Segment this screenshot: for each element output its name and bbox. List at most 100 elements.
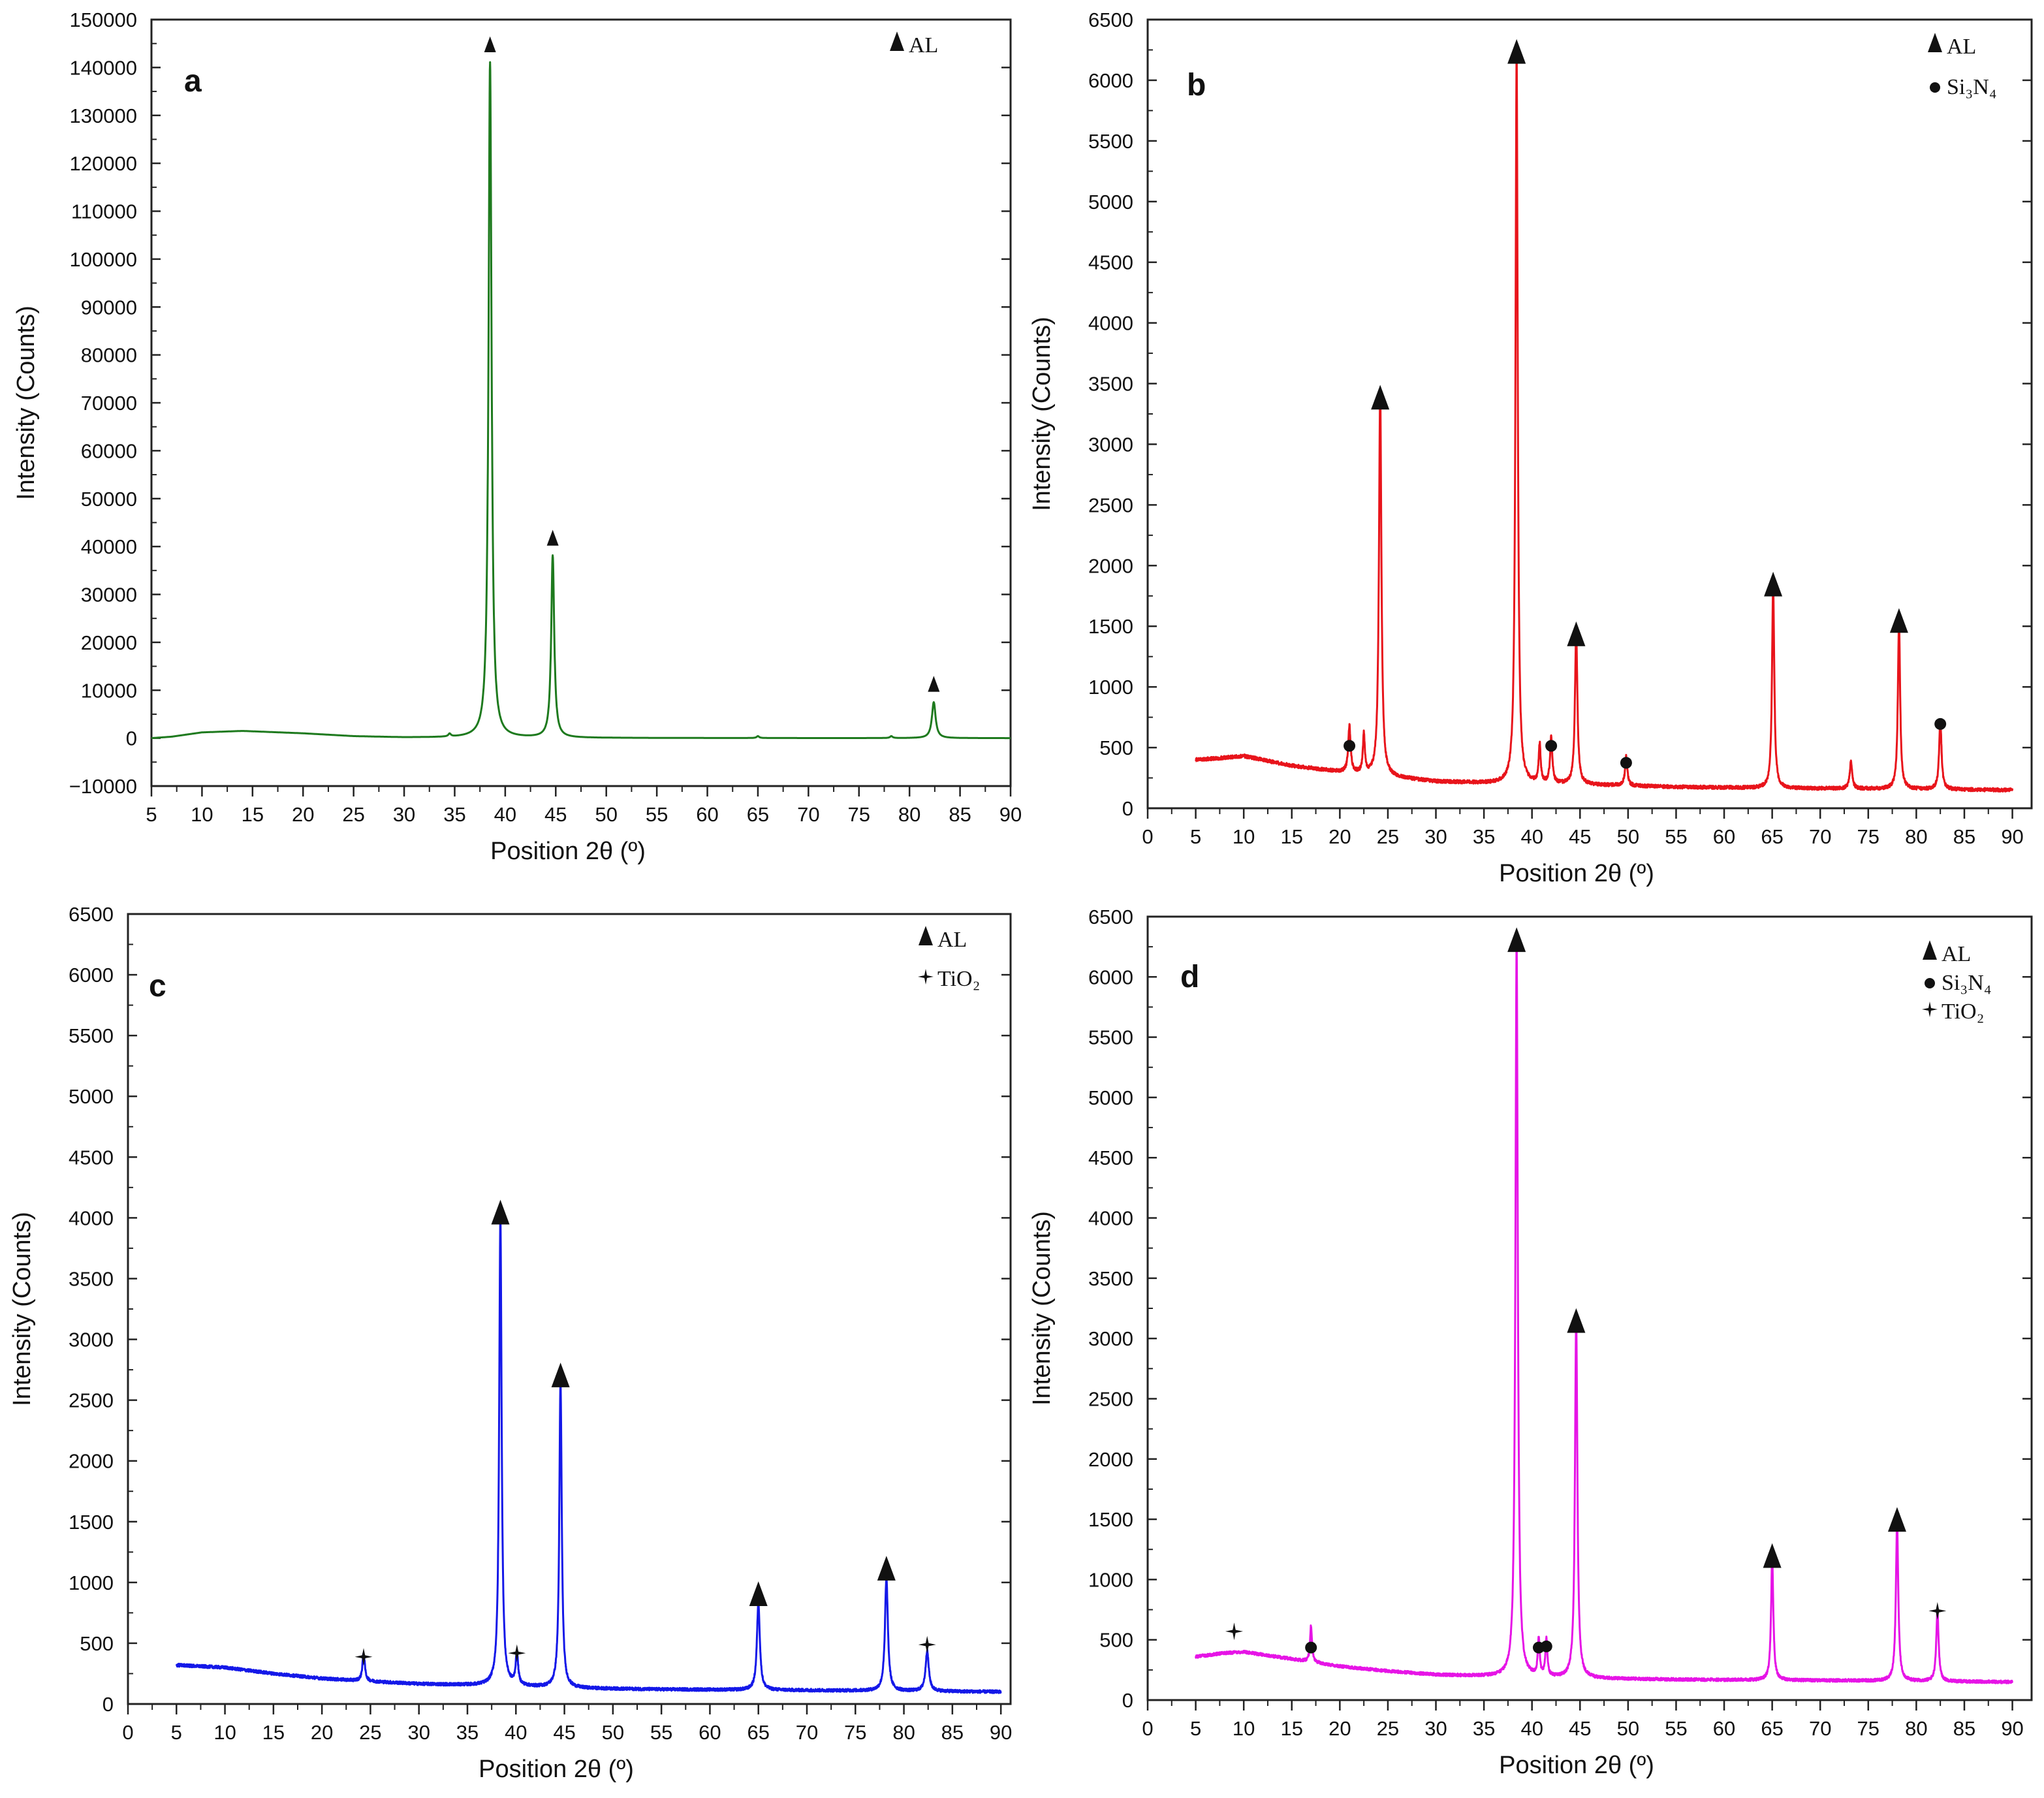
y-tick-label: 2500 [69,1389,114,1412]
x-tick-label: 65 [1761,1717,1783,1740]
x-tick-label: 15 [1281,1717,1303,1740]
x-tick-label: 25 [1377,1717,1399,1740]
legend-label: AL [1942,942,1971,966]
x-tick-label: 60 [1713,1717,1735,1740]
legend-triangle-marker [919,926,933,945]
y-tick-label: 4500 [1088,1146,1133,1169]
triangle-peak-marker [551,1363,570,1387]
x-tick-label: 75 [1857,825,1879,848]
x-tick-label: 55 [1665,825,1687,848]
legend-circle-marker [1930,82,1940,93]
y-axis-title: Intensity (Counts) [1028,1211,1056,1406]
x-tick-label: 65 [1761,825,1783,848]
y-tick-label: 110000 [71,200,137,223]
x-tick-label: 20 [292,803,314,826]
x-tick-label: 35 [456,1721,479,1744]
x-tick-label: 5 [146,803,157,826]
legend-star-marker [918,969,934,985]
x-tick-label: 45 [553,1721,575,1744]
circle-peak-marker [1305,1641,1317,1654]
panel-letter: d [1180,960,1199,994]
y-tick-label: 5500 [1088,1026,1133,1049]
series-line [1195,48,2014,793]
legend-label: AL [909,33,938,57]
x-tick-label: 80 [1905,825,1927,848]
y-tick-label: 5500 [1088,130,1133,153]
y-tick-label: 6000 [69,964,114,986]
x-tick-label: 20 [311,1721,333,1744]
x-tick-label: 80 [892,1721,915,1744]
triangle-peak-marker [1507,39,1526,64]
x-tick-label: 10 [191,803,213,826]
x-tick-label: 30 [393,803,415,826]
x-tick-label: 75 [844,1721,866,1744]
panel-letter: c [149,969,166,1003]
triangle-peak-marker [1887,1507,1906,1532]
x-tick-label: 90 [990,1721,1012,1744]
y-tick-label: 2500 [1088,1387,1133,1410]
y-tick-label: 6500 [1088,906,1133,928]
x-tick-label: 35 [1473,825,1495,848]
legend-label: Si₃N₄ [1942,971,1992,995]
y-tick-label: 0 [102,1693,114,1716]
x-tick-label: 20 [1329,825,1351,848]
triangle-peak-marker [928,676,940,692]
y-tick-label: 4000 [1088,312,1133,335]
x-tick-label: 40 [494,803,516,826]
x-tick-label: 90 [2001,825,2023,848]
x-tick-label: 85 [941,1721,964,1744]
x-tick-label: 60 [699,1721,721,1744]
y-tick-label: 3000 [1088,1327,1133,1350]
panel-letter: b [1187,68,1206,103]
x-tick-label: 30 [407,1721,430,1744]
x-tick-label: 55 [646,803,668,826]
y-tick-label: 3500 [1088,1267,1133,1290]
y-tick-label: 1000 [1088,1568,1133,1591]
y-tick-label: 500 [80,1632,114,1655]
x-tick-label: 55 [650,1721,672,1744]
panel-letter: a [184,64,202,99]
y-tick-label: 40000 [81,535,137,558]
x-axis-title: Position 2θ (º) [490,838,646,865]
y-tick-label: 4500 [69,1146,114,1169]
y-tick-label: 60000 [81,439,137,462]
triangle-peak-marker [1567,1308,1586,1333]
triangle-peak-marker [877,1556,896,1581]
x-tick-label: 0 [1142,825,1153,848]
y-tick-label: 5000 [1088,1086,1133,1109]
x-tick-label: 80 [898,803,920,826]
y-tick-label: 3500 [1088,373,1133,396]
x-tick-label: 70 [1809,1717,1831,1740]
star-peak-marker [354,1648,373,1666]
x-tick-label: 90 [999,803,1022,826]
x-tick-label: 10 [1233,1717,1255,1740]
legend-triangle-marker [1923,940,1937,960]
x-tick-label: 40 [1520,1717,1543,1740]
x-axis-title: Position 2θ (º) [479,1756,634,1783]
x-tick-label: 85 [949,803,971,826]
y-tick-label: 90000 [81,296,137,319]
x-tick-label: 65 [747,1721,769,1744]
x-tick-label: 5 [1190,825,1201,848]
y-axis-title: Intensity (Counts) [8,1212,36,1406]
x-tick-label: 20 [1329,1717,1351,1740]
y-tick-label: 1000 [69,1571,114,1594]
x-tick-label: 60 [1713,825,1735,848]
series-line [1195,938,2013,1684]
y-tick-label: 80000 [81,344,137,367]
y-tick-label: 5000 [1088,191,1133,213]
star-peak-marker [1928,1601,1947,1620]
x-tick-label: 0 [1142,1717,1153,1740]
circle-peak-marker [1620,757,1632,769]
x-tick-label: 70 [797,803,819,826]
triangle-peak-marker [1507,927,1526,953]
legend-label: AL [1947,35,1976,59]
x-tick-label: 35 [443,803,465,826]
y-axis-title: Intensity (Counts) [12,306,40,500]
y-tick-label: 3000 [1088,433,1133,456]
legend-label: AL [937,928,967,952]
y-tick-label: 120000 [70,152,137,175]
y-tick-label: 4500 [1088,251,1133,274]
y-tick-label: 100000 [70,248,137,271]
